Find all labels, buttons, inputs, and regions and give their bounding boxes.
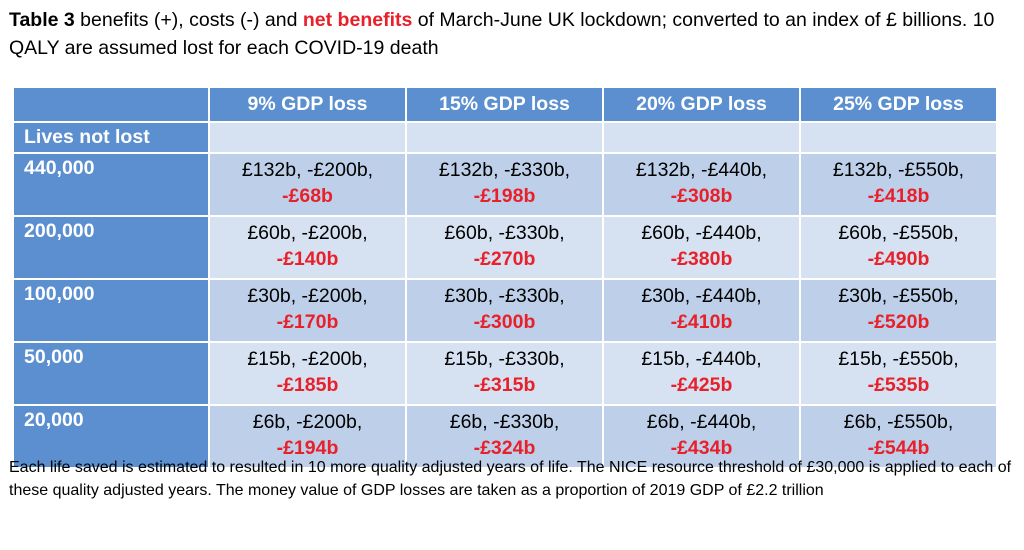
caption-highlight: net benefits [302,9,413,31]
cell-values: £6b, -£200b, [252,411,363,433]
net-benefit: -£410b [670,311,733,333]
cell-values: £30b, -£330b, [444,285,565,307]
net-benefit: -£520b [867,311,930,333]
table-cell: £60b, -£440b, -£380b [602,215,801,280]
table-cell: £30b, -£330b, -£300b [405,278,604,343]
empty-cell [208,121,407,154]
cell-values: £6b, -£550b, [843,411,954,433]
table-row: 200,000 £60b, -£200b, -£140b £60b, -£330b… [12,215,998,280]
column-header: 20% GDP loss [602,86,801,123]
cell-values: £132b, -£550b, [832,159,965,181]
row-header-label: Lives not lost [12,121,210,154]
net-benefit: -£170b [276,311,339,333]
net-benefits-table: 9% GDP loss 15% GDP loss 20% GDP loss 25… [12,86,998,469]
column-header: 9% GDP loss [208,86,407,123]
row-label: 200,000 [12,215,210,280]
cell-values: £132b, -£440b, [635,159,768,181]
table-footnote: Each life saved is estimated to resulted… [9,459,1012,499]
cell-values: £15b, -£440b, [641,348,762,370]
cell-values: £30b, -£440b, [641,285,762,307]
table-cell: £132b, -£440b, -£308b [602,152,801,217]
net-benefit: -£418b [867,185,930,207]
cell-values: £30b, -£550b, [838,285,959,307]
row-label: 440,000 [12,152,210,217]
cell-values: £6b, -£440b, [646,411,757,433]
table-cell: £15b, -£440b, -£425b [602,341,801,406]
table-cell: £132b, -£200b, -£68b [208,152,407,217]
cell-values: £132b, -£200b, [241,159,374,181]
net-benefit: -£324b [473,437,536,459]
cell-values: £60b, -£200b, [247,222,368,244]
table-row: 50,000 £15b, -£200b, -£185b £15b, -£330b,… [12,341,998,406]
net-benefit: -£434b [670,437,733,459]
table-cell: £30b, -£200b, -£170b [208,278,407,343]
cell-values: £132b, -£330b, [438,159,571,181]
column-header: 25% GDP loss [799,86,998,123]
column-header: 15% GDP loss [405,86,604,123]
net-benefit: -£300b [473,311,536,333]
table-cell: £6b, -£550b, -£544b [799,404,998,469]
table-cell: £6b, -£200b, -£194b [208,404,407,469]
cell-values: £15b, -£330b, [444,348,565,370]
net-benefit: -£544b [867,437,930,459]
cell-values: £30b, -£200b, [247,285,368,307]
empty-cell [405,121,604,154]
cell-values: £6b, -£330b, [449,411,560,433]
net-benefit: -£315b [473,374,536,396]
table-caption: Table 3 benefits (+), costs (-) and net … [9,6,1017,62]
empty-cell [602,121,801,154]
net-benefit: -£270b [473,248,536,270]
cell-values: £60b, -£440b, [641,222,762,244]
table-cell: £15b, -£200b, -£185b [208,341,407,406]
subheader-row: Lives not lost [12,121,998,154]
table-cell: £60b, -£550b, -£490b [799,215,998,280]
column-header-row: 9% GDP loss 15% GDP loss 20% GDP loss 25… [12,86,998,123]
net-benefit: -£140b [276,248,339,270]
net-benefit: -£535b [867,374,930,396]
table-cell: £132b, -£550b, -£418b [799,152,998,217]
cell-values: £15b, -£200b, [247,348,368,370]
table-cell: £15b, -£550b, -£535b [799,341,998,406]
table-cell: £60b, -£330b, -£270b [405,215,604,280]
row-label: 50,000 [12,341,210,406]
table-cell: £6b, -£330b, -£324b [405,404,604,469]
table-cell: £132b, -£330b, -£198b [405,152,604,217]
table-cell: £6b, -£440b, -£434b [602,404,801,469]
net-benefit: -£380b [670,248,733,270]
table-cell: £30b, -£440b, -£410b [602,278,801,343]
net-benefit: -£68b [282,185,333,207]
cell-values: £60b, -£550b, [838,222,959,244]
net-benefit: -£185b [276,374,339,396]
table-row: 440,000 £132b, -£200b, -£68b £132b, -£330… [12,152,998,217]
net-benefit: -£425b [670,374,733,396]
cell-values: £60b, -£330b, [444,222,565,244]
row-label: 20,000 [12,404,210,469]
table-number: Table 3 [9,9,75,31]
corner-cell [12,86,210,123]
net-benefit: -£308b [670,185,733,207]
caption-text-1: benefits (+), costs (-) and [74,9,303,31]
net-benefit: -£194b [276,437,339,459]
table-row: 100,000 £30b, -£200b, -£170b £30b, -£330b… [12,278,998,343]
table-row: 20,000 £6b, -£200b, -£194b £6b, -£330b, -£… [12,404,998,469]
table-cell: £15b, -£330b, -£315b [405,341,604,406]
caption-text-2: of March-June UK lockdown; converted to … [9,9,995,59]
row-label: 100,000 [12,278,210,343]
net-benefit: -£198b [473,185,536,207]
table-cell: £60b, -£200b, -£140b [208,215,407,280]
net-benefit: -£490b [867,248,930,270]
table-cell: £30b, -£550b, -£520b [799,278,998,343]
cell-values: £15b, -£550b, [838,348,959,370]
empty-cell [799,121,998,154]
